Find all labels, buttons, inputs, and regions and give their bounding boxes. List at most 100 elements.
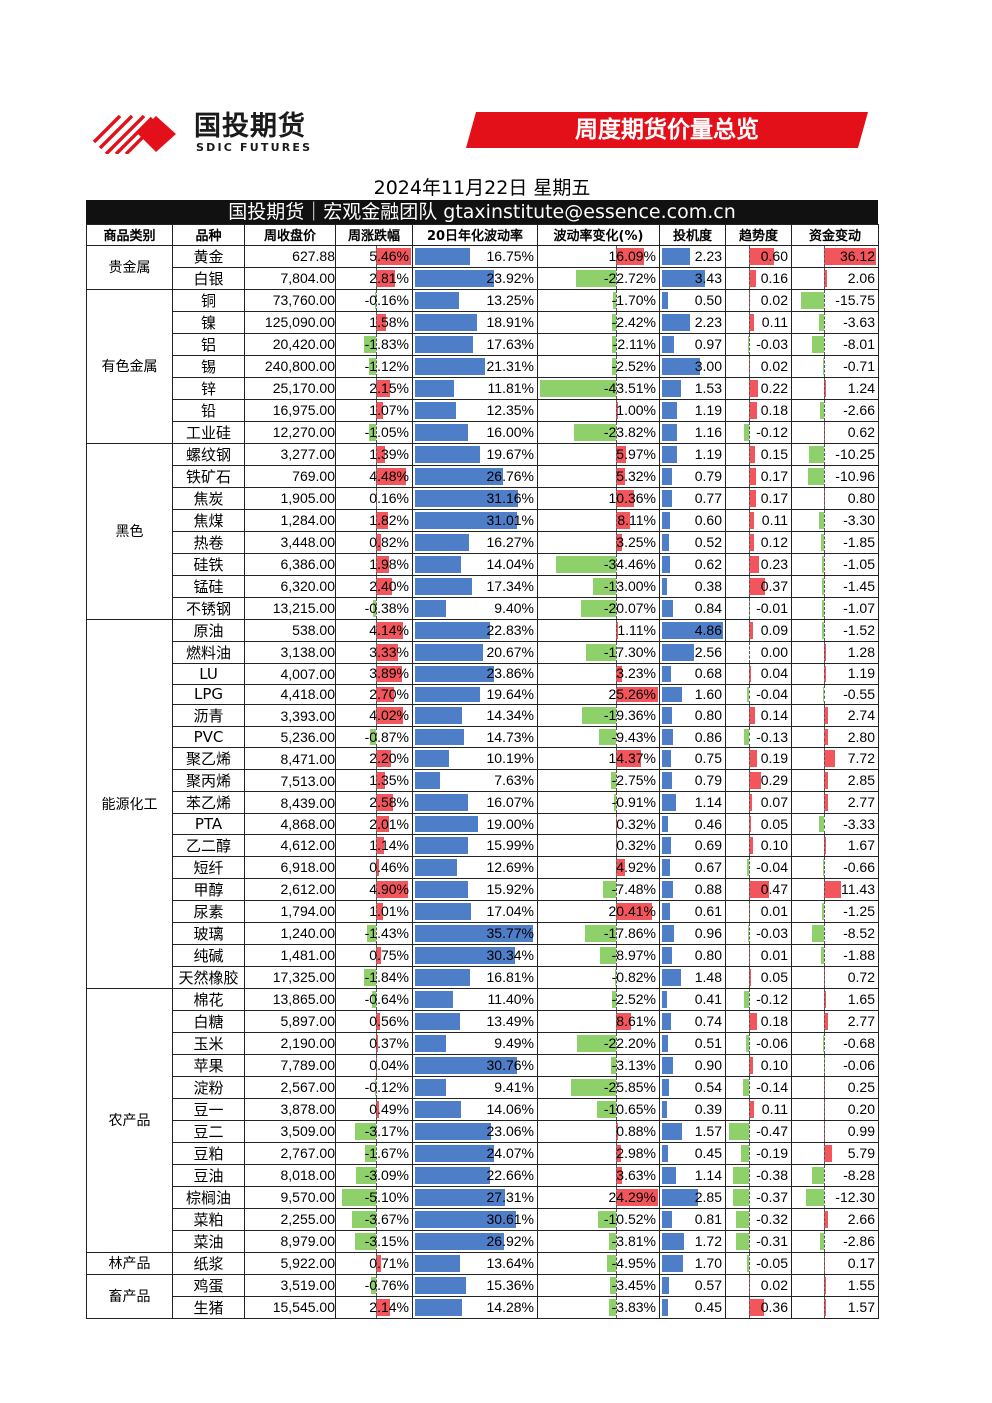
vol-bar (415, 1034, 447, 1052)
volchg-zero-line (616, 727, 617, 747)
chg-cell: -1.43% (335, 921, 413, 945)
flow-cell: 1.65 (791, 987, 879, 1011)
trend-zero-line (749, 748, 750, 769)
chg-cell: -3.67% (335, 1207, 413, 1231)
chg-cell: 2.15% (335, 376, 413, 400)
chg-cell: 4.02% (335, 704, 413, 728)
chg-value: 4.90% (369, 880, 409, 897)
trend-value: -0.14 (756, 1078, 788, 1095)
flow-bar (801, 291, 824, 309)
chg-cell: 3.89% (335, 662, 413, 685)
trend-cell: 0.18 (725, 398, 792, 422)
volchg-zero-line (616, 334, 617, 355)
volchg-cell: -3.45% (537, 1273, 660, 1297)
chg-zero-line (376, 378, 377, 399)
trend-zero-line (749, 1209, 750, 1230)
volchg-cell: 10.36% (537, 486, 660, 510)
vol-value: 9.41% (494, 1078, 534, 1095)
vol-value: 14.73% (486, 728, 534, 745)
spec-cell: 0.77 (659, 486, 726, 510)
chg-bar (376, 643, 398, 661)
trend-zero-line (749, 857, 750, 878)
vol-cell: 14.73% (412, 726, 538, 749)
vol-cell: 26.76% (412, 464, 538, 488)
chg-bar (376, 1254, 381, 1272)
volchg-value: 8.11% (617, 511, 656, 528)
spec-cell: 1.60 (659, 683, 726, 706)
spec-cell: 0.60 (659, 508, 726, 532)
trend-cell: -0.19 (725, 1141, 792, 1165)
spec-value: 0.50 (694, 291, 722, 308)
flow-cell: -0.71 (791, 354, 879, 378)
chg-bar (370, 1276, 376, 1294)
trend-cell: -0.03 (725, 332, 792, 356)
chg-bar (369, 423, 376, 441)
trend-value: -0.01 (756, 599, 788, 616)
chg-value: 0.49% (369, 1100, 409, 1117)
flow-bar (818, 313, 824, 331)
spec-cell: 1.53 (659, 376, 726, 400)
chg-bar (342, 1188, 376, 1206)
volchg-zero-line (616, 642, 617, 663)
flow-bar (824, 1298, 827, 1316)
flow-zero-line (824, 642, 825, 663)
volchg-cell: -2.52% (537, 354, 660, 378)
volchg-cell: 3.63% (537, 1163, 660, 1187)
flow-value: 0.72 (847, 968, 875, 985)
flow-value: 0.25 (847, 1078, 875, 1095)
flow-bar (821, 621, 824, 639)
volchg-zero-line (616, 1143, 617, 1164)
sdic-stripes-icon (92, 114, 176, 154)
header-category: 商品类别 (86, 224, 173, 246)
spec-cell: 0.74 (659, 1009, 726, 1033)
volchg-zero-line (616, 1253, 617, 1274)
chg-zero-line (376, 642, 377, 663)
chg-zero-line (376, 488, 377, 509)
volchg-value: 5.97% (616, 445, 656, 462)
close-price: 1,481.00 (244, 943, 336, 967)
vol-value: 16.07% (486, 794, 534, 811)
commodity-name: 沥青 (172, 704, 245, 728)
spec-bar (662, 247, 690, 265)
commodity-name: 硅铁 (172, 552, 245, 576)
chg-value: 1.98% (369, 555, 409, 572)
table-row: 沥青 3,393.00 4.02% 14.34% -19.36% 0.80 0.14 2.74 (87, 704, 879, 728)
trend-zero-line (749, 685, 750, 704)
volchg-bar (597, 1100, 616, 1118)
flow-value: 1.57 (847, 1298, 875, 1315)
volchg-value: 1.00% (616, 401, 656, 418)
trend-zero-line (749, 598, 750, 619)
flow-zero-line (824, 1253, 825, 1274)
trend-cell: 0.36 (725, 1295, 792, 1319)
flow-value: 2.80 (847, 728, 875, 745)
table-row: 黑色 螺纹钢 3,277.00 1.39% 19.67% 5.97% 1.19 0.15 -10… (86, 442, 879, 620)
volchg-value: -8.97% (611, 946, 656, 963)
close-price: 3,519.00 (244, 1273, 336, 1297)
trend-value: -0.38 (756, 1166, 788, 1183)
volchg-cell: -25.85% (537, 1075, 660, 1099)
spec-bar (662, 291, 669, 309)
spec-cell: 0.69 (659, 833, 726, 857)
trend-cell: 0.16 (725, 266, 792, 290)
close-price: 538.00 (244, 618, 336, 642)
vol-cell: 23.92% (412, 266, 538, 290)
trend-bar (747, 335, 749, 353)
trend-value: -0.03 (756, 335, 788, 352)
vol-bar (415, 750, 449, 768)
trend-value: 0.47 (760, 880, 788, 897)
trend-bar (749, 1100, 754, 1118)
chg-cell: 2.01% (335, 813, 413, 835)
spec-cell: 1.48 (659, 965, 726, 989)
trend-bar (747, 858, 749, 876)
commodity-name: 纯碱 (172, 943, 245, 967)
volchg-value: 3.63% (616, 1166, 656, 1183)
close-price: 6,918.00 (244, 855, 336, 879)
trend-zero-line (749, 923, 750, 944)
chg-zero-line (376, 598, 377, 619)
trend-cell: 0.01 (725, 943, 792, 967)
trend-bar (749, 445, 756, 463)
volchg-zero-line (616, 268, 617, 289)
spec-cell: 0.41 (659, 987, 726, 1011)
spec-value: 0.80 (694, 946, 722, 963)
flow-value: -2.66 (843, 401, 875, 418)
